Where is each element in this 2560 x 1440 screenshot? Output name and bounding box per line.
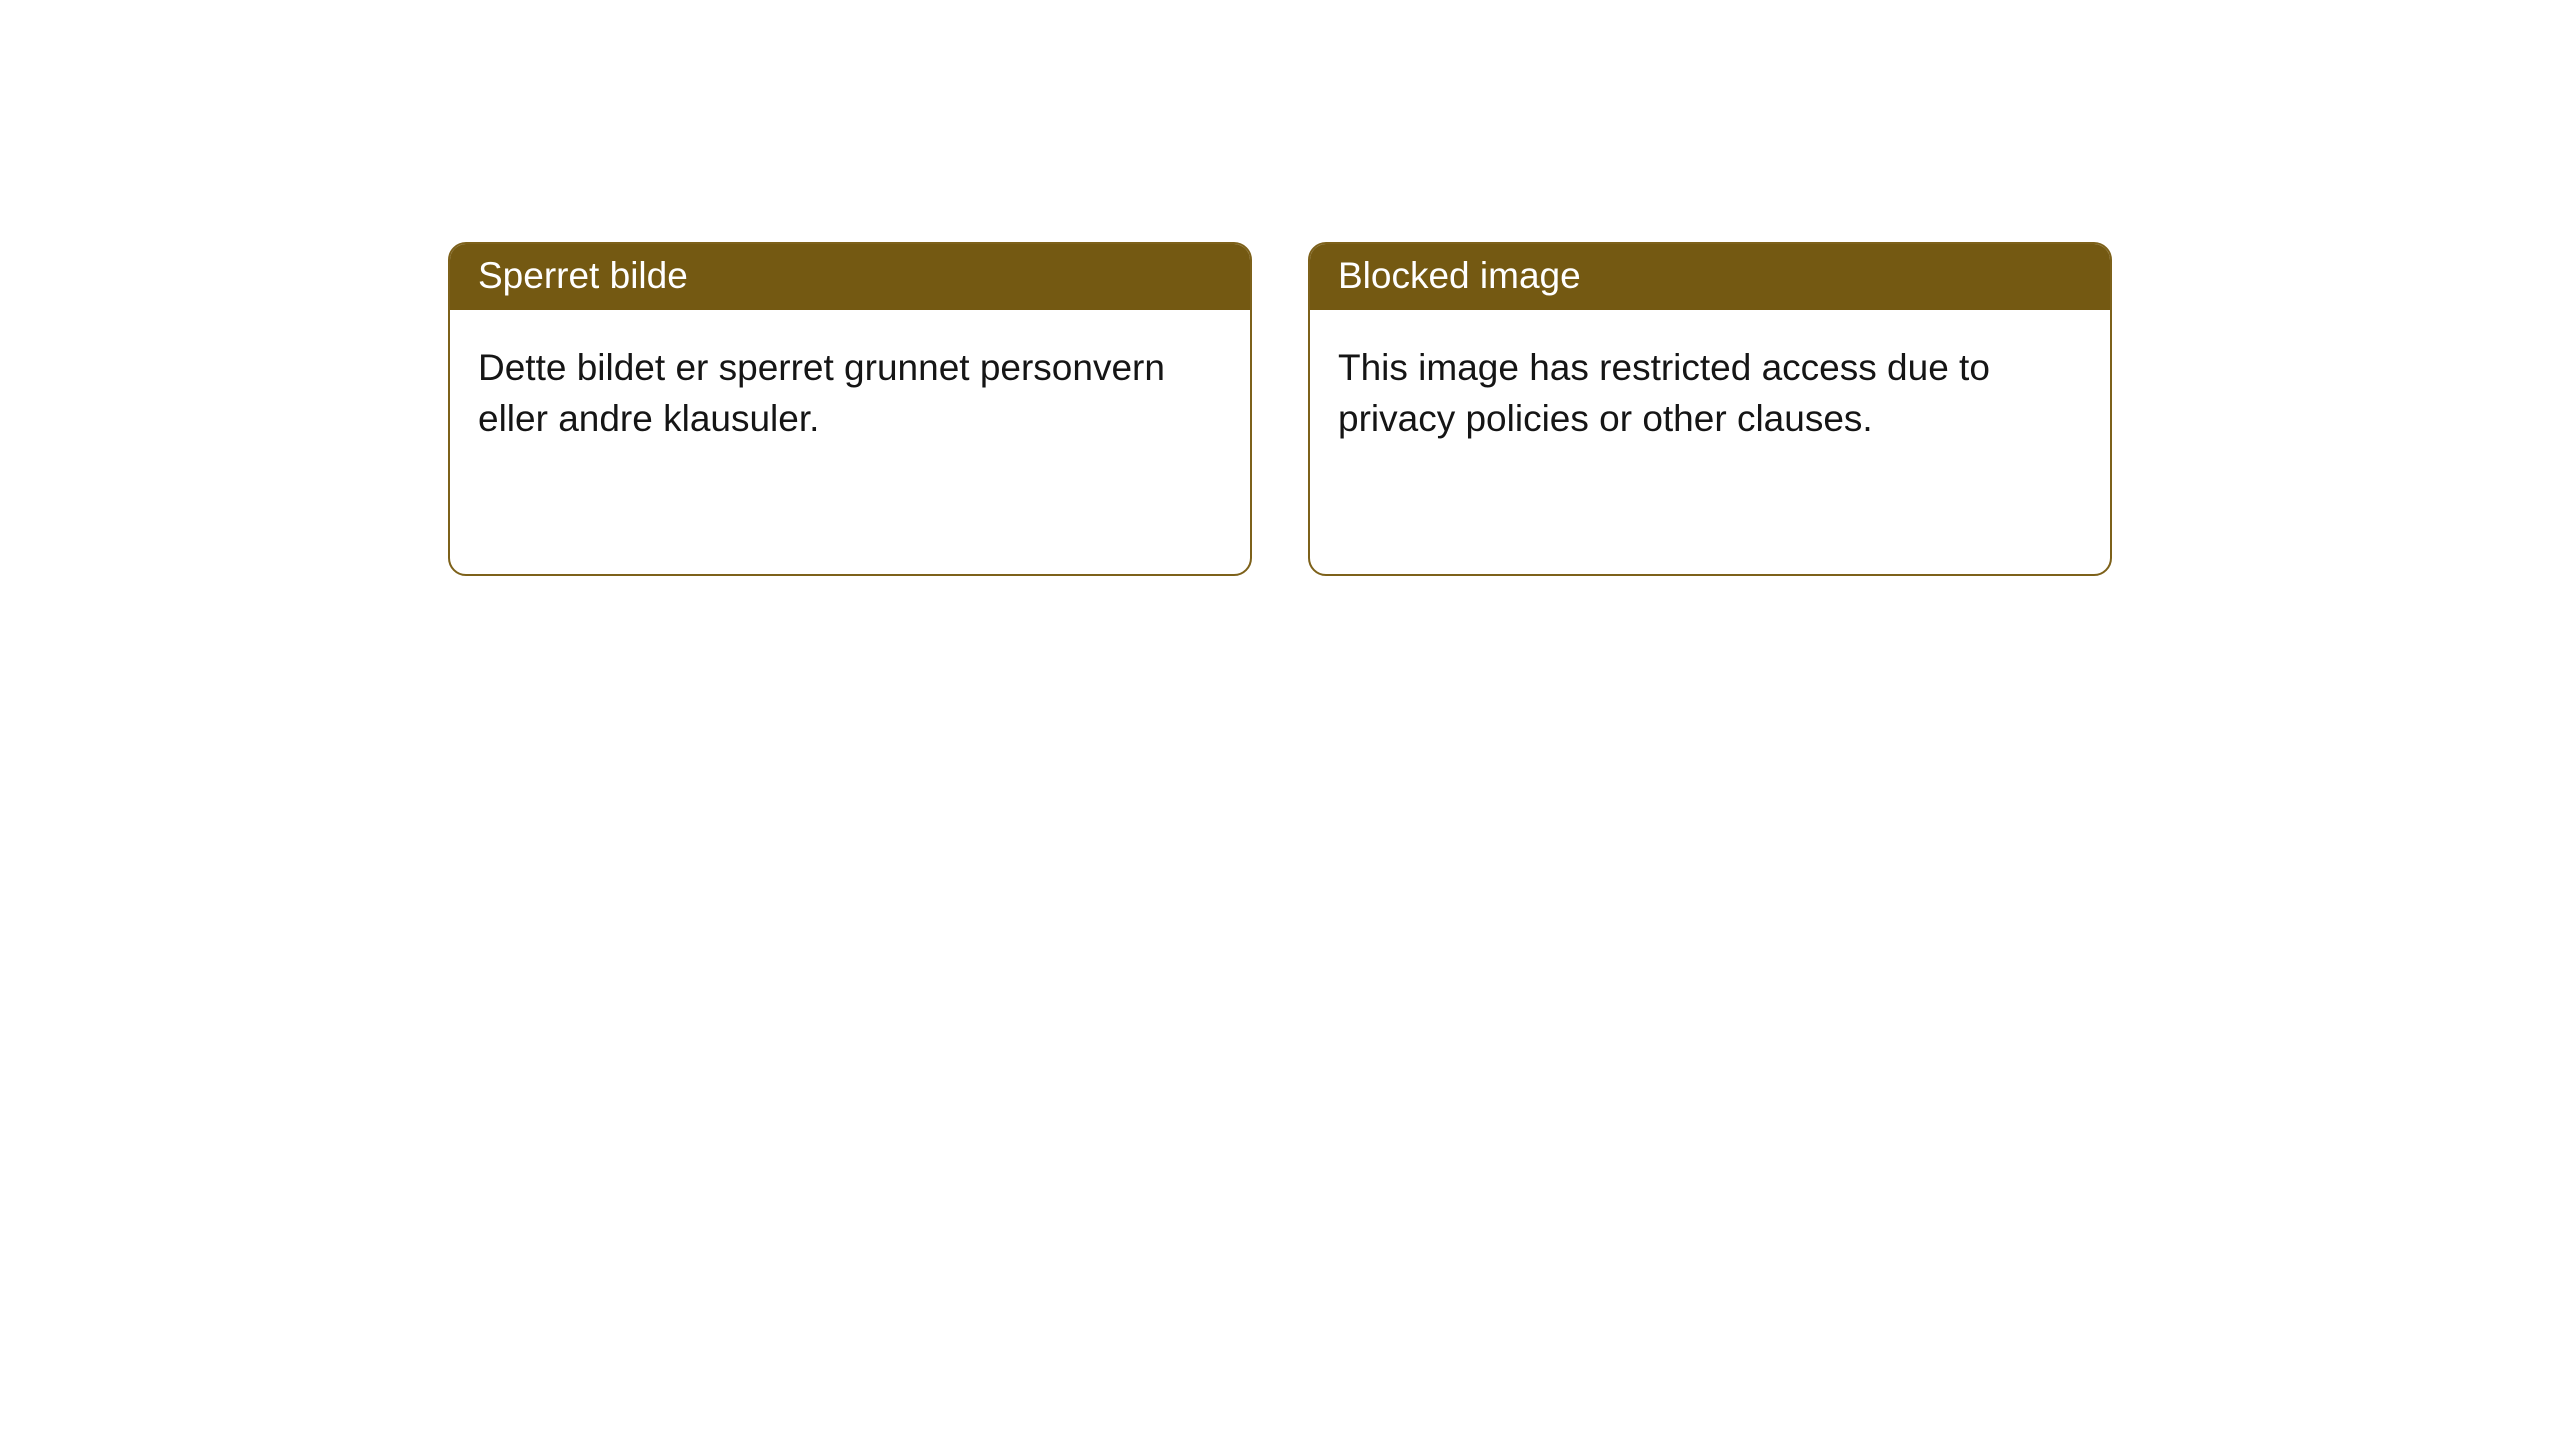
blocked-image-card-english: Blocked image This image has restricted … <box>1308 242 2112 576</box>
blocked-image-card-norwegian: Sperret bilde Dette bildet er sperret gr… <box>448 242 1252 576</box>
notice-cards-container: Sperret bilde Dette bildet er sperret gr… <box>0 0 2560 576</box>
card-title: Sperret bilde <box>450 244 1250 310</box>
card-body-text: Dette bildet er sperret grunnet personve… <box>450 310 1250 476</box>
card-title: Blocked image <box>1310 244 2110 310</box>
card-body-text: This image has restricted access due to … <box>1310 310 2110 476</box>
